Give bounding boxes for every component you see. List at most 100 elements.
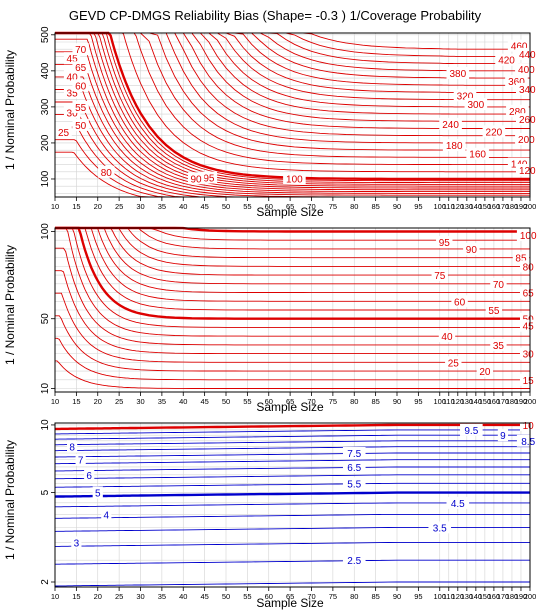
contour-label-bg bbox=[438, 330, 456, 343]
contour-label-bg bbox=[519, 286, 537, 299]
x-tick-label: 130 bbox=[461, 592, 474, 601]
x-tick-label: 95 bbox=[414, 202, 422, 211]
contour-label: 90 bbox=[191, 174, 203, 185]
contour-label-bg bbox=[515, 63, 538, 76]
contour-label-bg bbox=[436, 235, 453, 248]
x-tick-label: 130 bbox=[461, 202, 474, 211]
contour-label: 7 bbox=[78, 456, 84, 467]
contour-label-bg bbox=[485, 304, 503, 316]
contour-label: 220 bbox=[486, 127, 503, 138]
contour-line bbox=[55, 559, 530, 565]
contour-label-bg bbox=[519, 319, 537, 332]
x-tick-label: 80 bbox=[350, 592, 358, 601]
y-tick-label: 500 bbox=[40, 26, 51, 43]
contour-line bbox=[55, 227, 530, 337]
contour-line bbox=[55, 502, 530, 508]
x-tick-label: 170 bbox=[497, 397, 510, 406]
contour-label-bg bbox=[445, 356, 462, 369]
y-tick-label: 200 bbox=[40, 134, 51, 151]
contour-line bbox=[55, 51, 530, 193]
contour-label: 80 bbox=[101, 168, 113, 179]
contour-label: 50 bbox=[75, 121, 87, 132]
contour-label-bg bbox=[519, 373, 537, 386]
contour-label: 55 bbox=[488, 306, 500, 317]
x-tick-label: 60 bbox=[265, 202, 273, 211]
contour-label: 180 bbox=[446, 141, 463, 152]
x-tick-label: 75 bbox=[329, 397, 337, 406]
contour-label: 95 bbox=[203, 174, 215, 185]
contour-label: 320 bbox=[457, 91, 474, 102]
contour-line bbox=[55, 32, 530, 185]
contour-label: 65 bbox=[75, 63, 87, 74]
x-tick-label: 130 bbox=[461, 397, 474, 406]
contour-label: 260 bbox=[519, 115, 536, 126]
contour-label-bg bbox=[98, 165, 115, 178]
contour-label: 380 bbox=[449, 69, 466, 80]
y-tick-label: 100 bbox=[40, 223, 51, 240]
contour-label-bg bbox=[200, 171, 218, 184]
contour-label: 3.5 bbox=[433, 523, 447, 534]
contour-label: 8.5 bbox=[521, 437, 535, 448]
contour-line bbox=[55, 423, 530, 431]
x-tick-label: 160 bbox=[488, 592, 501, 601]
contour-line bbox=[55, 452, 530, 458]
contour-line bbox=[54, 466, 530, 472]
contour-label: 65 bbox=[523, 289, 535, 300]
x-tick-label: 180 bbox=[506, 202, 519, 211]
contour-label: 75 bbox=[434, 271, 446, 282]
contour-line bbox=[55, 360, 530, 389]
y-axis-label-bottom: 1 / Nominal Probability bbox=[3, 440, 17, 560]
chart-title: GEVD CP-DMGS Reliability Bias (Shape= -0… bbox=[69, 8, 482, 23]
contour-label-bg bbox=[482, 125, 506, 138]
contour-label: 25 bbox=[58, 128, 70, 139]
x-tick-label: 15 bbox=[72, 202, 80, 211]
contour-line bbox=[55, 446, 530, 452]
contour-label: 280 bbox=[509, 107, 526, 118]
contour-label: 35 bbox=[493, 341, 505, 352]
contour-line bbox=[55, 337, 530, 381]
x-axis-label-top: Sample Size bbox=[256, 205, 324, 219]
contour-label: 10 bbox=[523, 421, 535, 432]
x-tick-label: 20 bbox=[94, 592, 102, 601]
contour-label-bg bbox=[490, 338, 507, 351]
contour-line bbox=[55, 429, 530, 435]
x-tick-label: 45 bbox=[200, 397, 208, 406]
contour-label: 460 bbox=[511, 42, 528, 53]
contour-line bbox=[55, 63, 530, 194]
x-tick-label: 10 bbox=[51, 397, 59, 406]
x-tick-label: 95 bbox=[414, 397, 422, 406]
contour-label-bg bbox=[446, 67, 470, 80]
x-tick-label: 55 bbox=[243, 202, 251, 211]
x-tick-label: 90 bbox=[393, 202, 401, 211]
x-tick-label: 35 bbox=[158, 592, 166, 601]
x-tick-label: 160 bbox=[488, 202, 501, 211]
x-tick-label: 25 bbox=[115, 202, 123, 211]
contour-label-bg bbox=[101, 508, 112, 521]
contour-label: 9 bbox=[500, 431, 506, 442]
contour-label: 360 bbox=[508, 77, 525, 88]
y-tick-label: 5 bbox=[40, 489, 51, 495]
contour-label: 45 bbox=[523, 322, 535, 333]
contour-label-bg bbox=[516, 434, 540, 447]
plot-frame bbox=[54, 32, 531, 198]
contour-label: 85 bbox=[515, 254, 527, 265]
x-tick-label: 65 bbox=[286, 202, 294, 211]
x-tick-label: 30 bbox=[136, 592, 144, 601]
x-tick-label: 35 bbox=[158, 202, 166, 211]
x-tick-label: 45 bbox=[200, 202, 208, 211]
contour-label: 30 bbox=[523, 350, 535, 361]
x-tick-label: 110 bbox=[443, 592, 455, 601]
contour-label: 15 bbox=[523, 376, 535, 387]
contour-label: 5 bbox=[95, 489, 101, 500]
contour-line bbox=[54, 526, 530, 532]
contour-label: 6.5 bbox=[347, 463, 361, 474]
x-tick-label: 15 bbox=[72, 592, 80, 601]
contour-label-bg bbox=[72, 61, 89, 74]
contour-label-bg bbox=[342, 477, 366, 490]
contour-label: 95 bbox=[439, 238, 451, 249]
x-tick-label: 85 bbox=[371, 592, 379, 601]
contour-label-bg bbox=[439, 117, 462, 130]
x-tick-label: 190 bbox=[515, 202, 528, 211]
contour-label: 20 bbox=[479, 367, 491, 378]
